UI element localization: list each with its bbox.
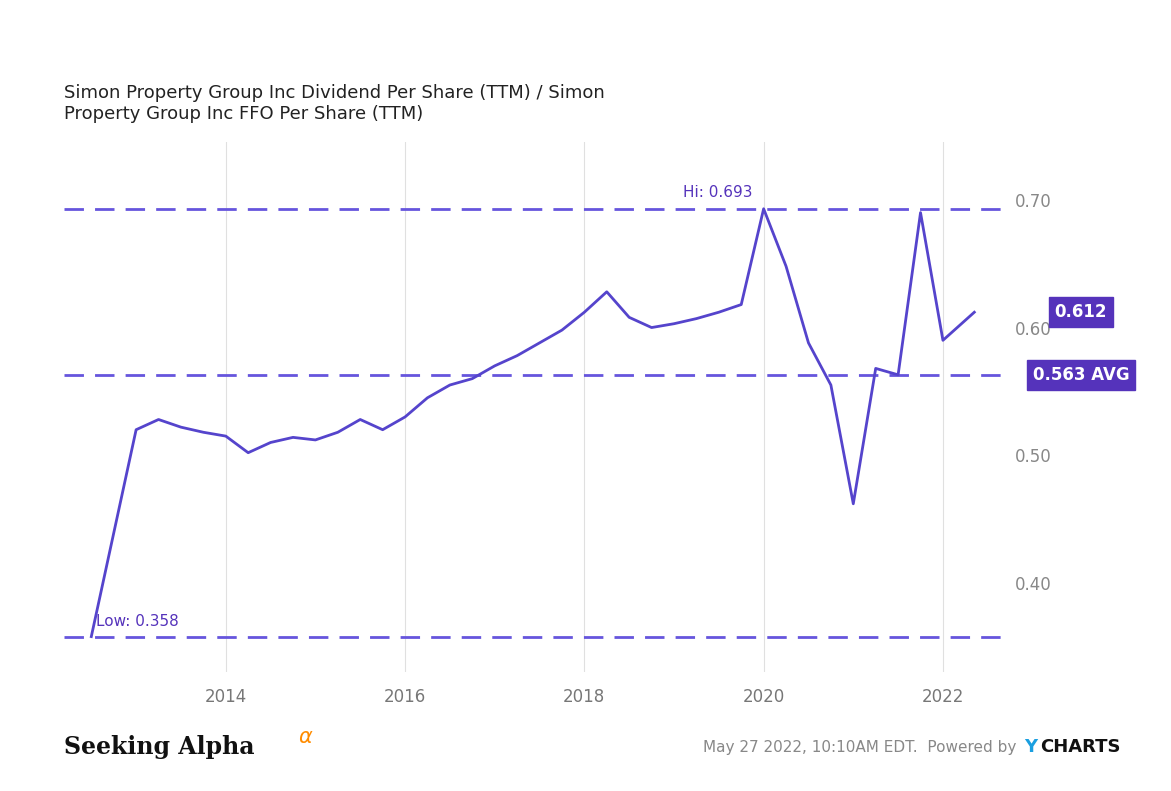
Text: 0.612: 0.612 (1055, 303, 1107, 321)
Text: 0.563 AVG: 0.563 AVG (1033, 365, 1129, 384)
Text: Y: Y (1025, 739, 1038, 756)
Text: CHARTS: CHARTS (1040, 739, 1121, 756)
Text: α: α (299, 727, 313, 747)
Text: Seeking Alpha: Seeking Alpha (64, 736, 255, 759)
Text: May 27 2022, 10:10AM EDT.  Powered by: May 27 2022, 10:10AM EDT. Powered by (703, 740, 1021, 755)
Text: Simon Property Group Inc Dividend Per Share (TTM) / Simon
Property Group Inc FFO: Simon Property Group Inc Dividend Per Sh… (64, 84, 605, 123)
Text: Low: 0.358: Low: 0.358 (96, 614, 178, 629)
Text: Hi: 0.693: Hi: 0.693 (684, 185, 753, 200)
